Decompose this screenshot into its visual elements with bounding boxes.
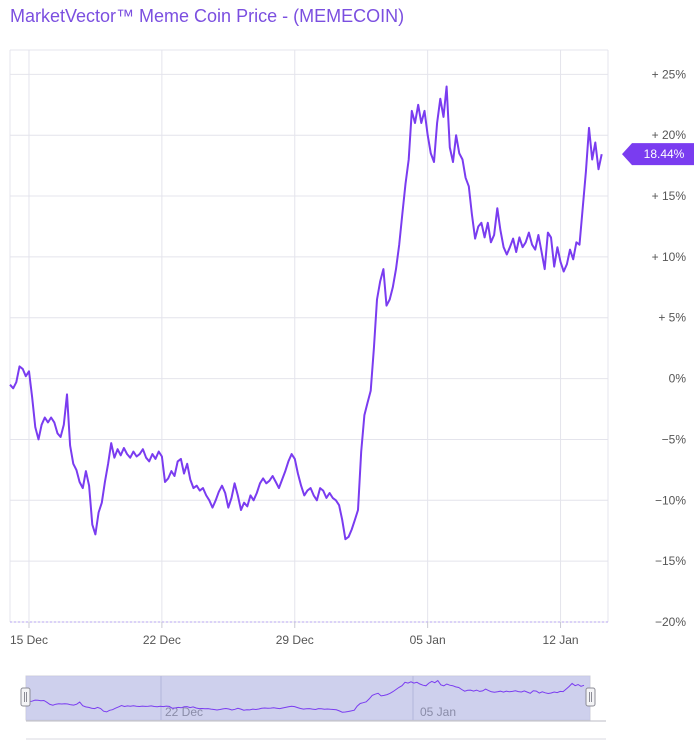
x-axis: 15 Dec 22 Dec 29 Dec 05 Jan 12 Jan bbox=[10, 621, 608, 647]
y-axis: + 25% + 20% + 15% + 10% + 5% 0% −5% −10% −15% −20… bbox=[652, 67, 687, 629]
grid bbox=[9, 49, 609, 623]
last-value-badge: 18.44% bbox=[622, 143, 694, 166]
x-tick-label: 12 Jan bbox=[543, 633, 579, 647]
y-tick-label: + 5% bbox=[658, 311, 686, 325]
y-tick-label: + 15% bbox=[652, 189, 687, 203]
x-tick-label: 29 Dec bbox=[276, 633, 314, 647]
navigator-series-line bbox=[25, 679, 585, 713]
x-tick-label: 05 Jan bbox=[410, 633, 446, 647]
x-tick-label: 22 Dec bbox=[143, 633, 181, 647]
y-tick-label: + 10% bbox=[652, 250, 687, 264]
navigator-selection[interactable] bbox=[26, 676, 590, 720]
y-tick-label: + 25% bbox=[652, 67, 687, 81]
y-tick-label: −5% bbox=[662, 432, 687, 446]
series-layer bbox=[9, 85, 603, 541]
y-tick-label: 0% bbox=[669, 372, 687, 386]
price-series-line bbox=[9, 85, 603, 541]
navigator-left-handle[interactable] bbox=[20, 687, 31, 707]
y-tick-label: −15% bbox=[655, 554, 686, 568]
y-tick-label: −10% bbox=[655, 493, 686, 507]
navigator-right-handle[interactable] bbox=[585, 687, 596, 707]
navigator-label-05jan: 05 Jan bbox=[420, 705, 456, 719]
last-value-label: 18.44% bbox=[644, 147, 685, 161]
range-navigator[interactable]: 22 Dec 05 Jan bbox=[20, 675, 606, 740]
chart-title: MarketVector™ Meme Coin Price - (MEMECOI… bbox=[10, 6, 405, 26]
y-tick-label: −20% bbox=[655, 615, 686, 629]
last-value-badge-shape bbox=[622, 143, 694, 166]
x-tick-label: 15 Dec bbox=[10, 633, 48, 647]
y-tick-label: + 20% bbox=[652, 128, 687, 142]
